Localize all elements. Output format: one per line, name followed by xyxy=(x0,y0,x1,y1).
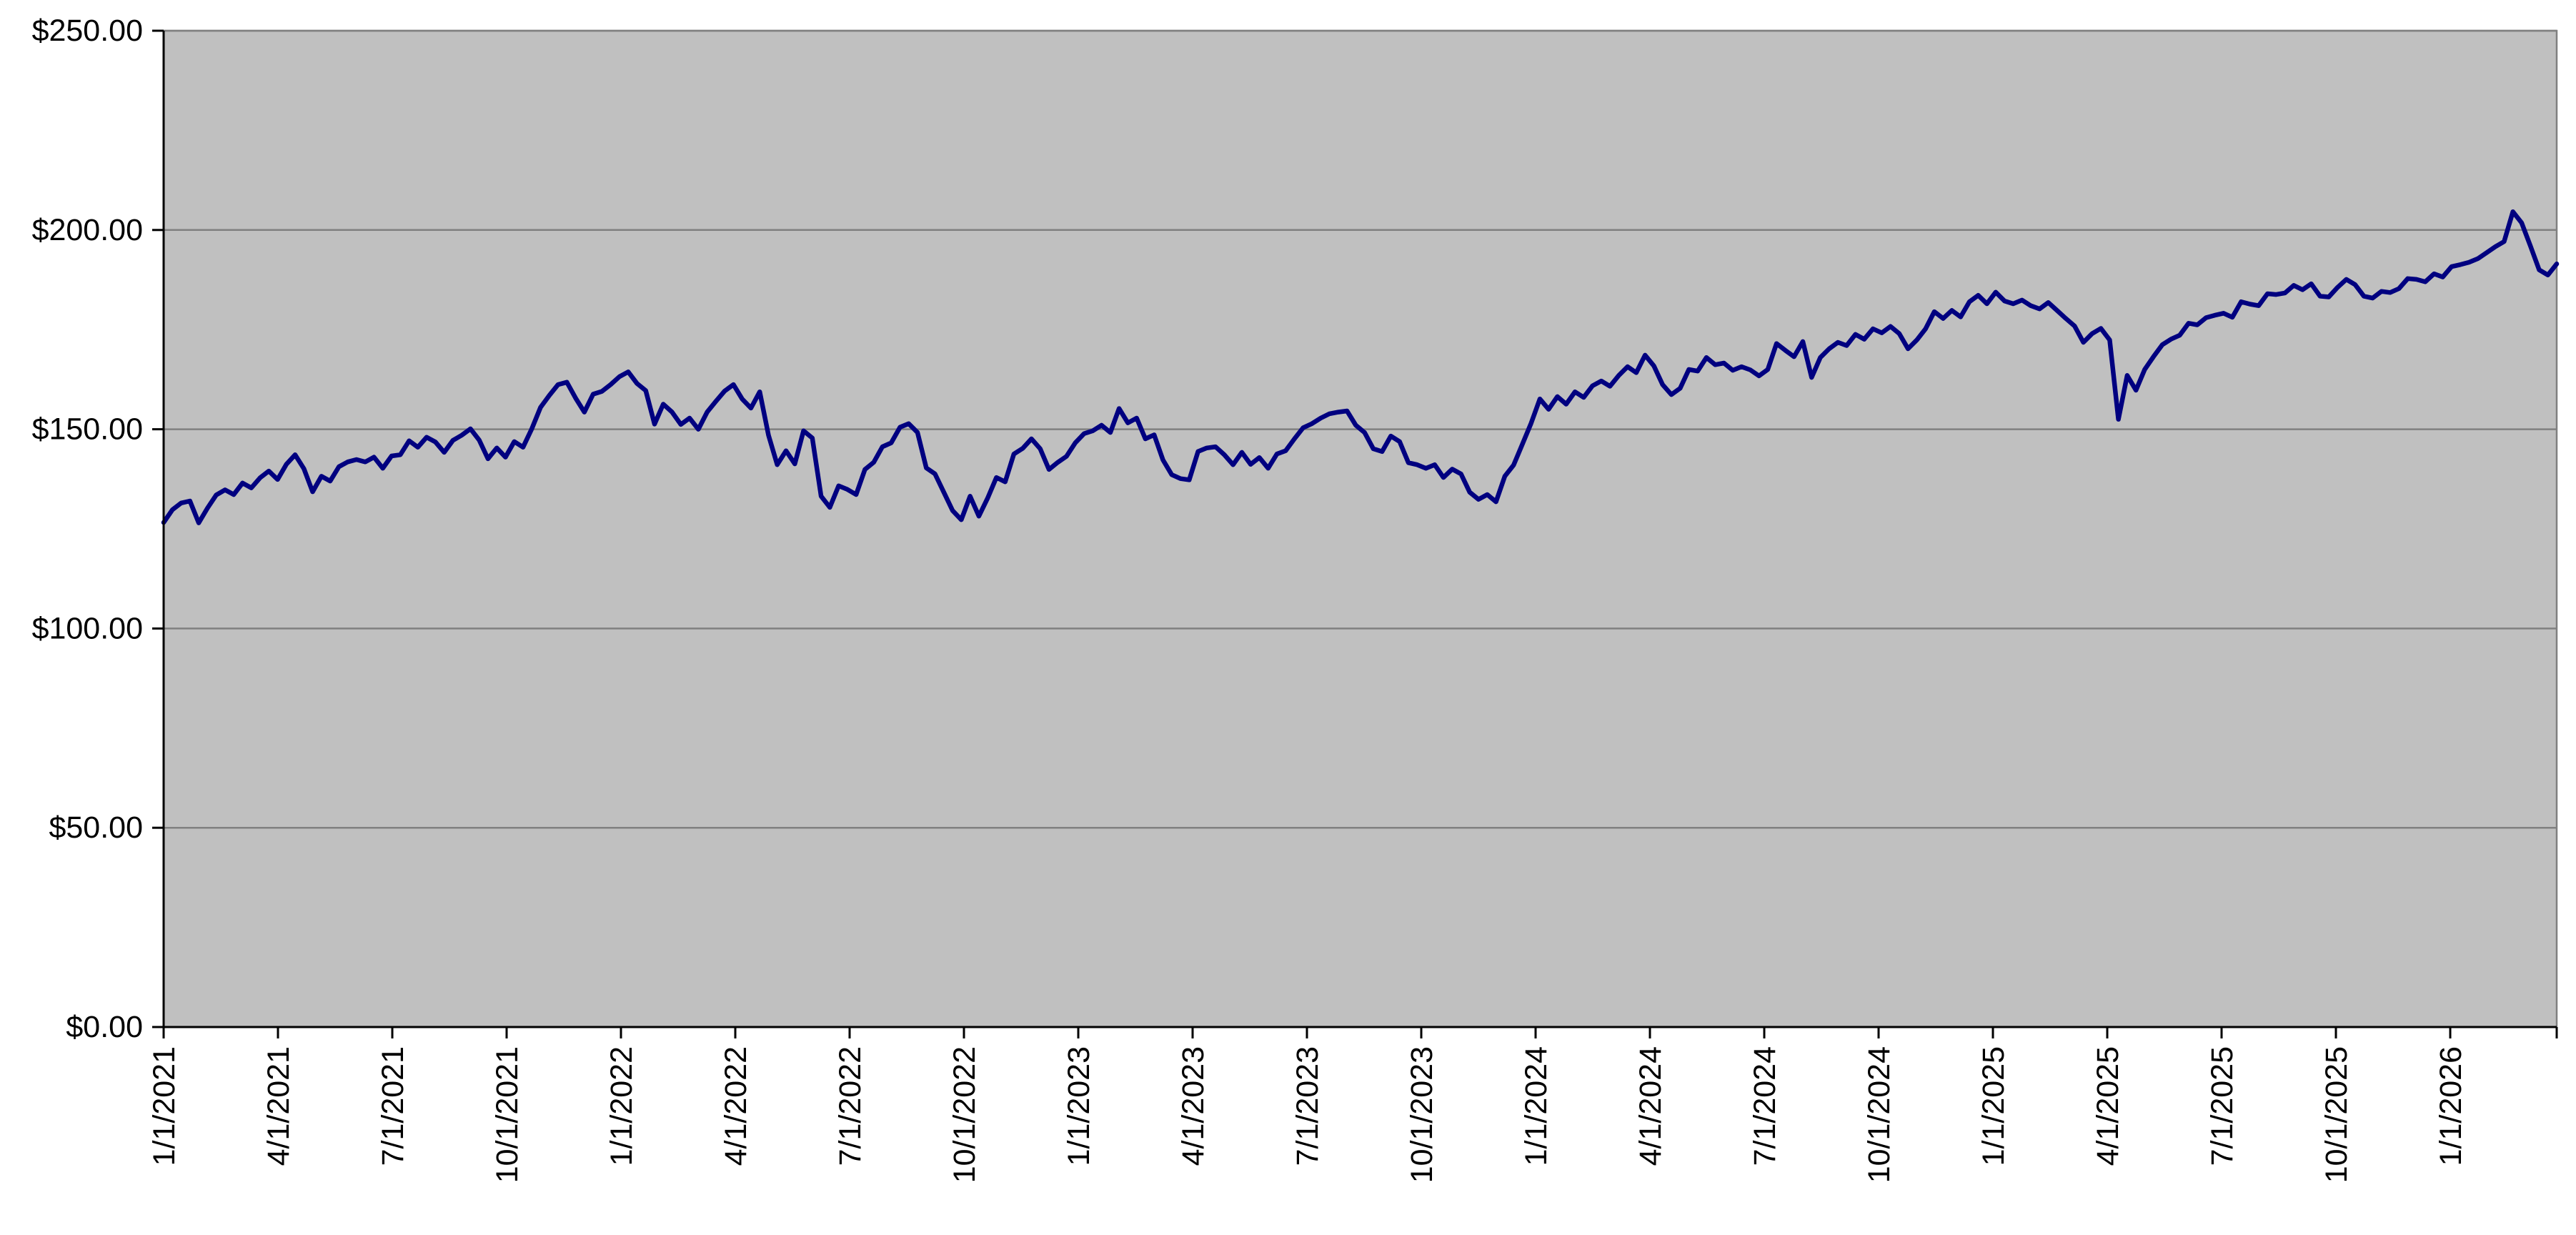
x-axis-label: 1/1/2021 xyxy=(147,1046,181,1166)
x-axis-label: 1/1/2023 xyxy=(1062,1046,1096,1166)
x-axis-label: 7/1/2022 xyxy=(833,1046,867,1166)
x-axis-label: 4/1/2025 xyxy=(2091,1046,2125,1166)
x-axis-label: 1/1/2024 xyxy=(1519,1046,1553,1166)
plot-area xyxy=(162,29,2558,1028)
x-axis-label: 1/1/2025 xyxy=(1976,1046,2011,1166)
x-axis-label: 4/1/2024 xyxy=(1633,1046,1668,1166)
x-axis-label: 7/1/2021 xyxy=(376,1046,410,1166)
x-axis-label: 10/1/2021 xyxy=(490,1046,524,1183)
x-axis-label: 7/1/2023 xyxy=(1291,1046,1325,1166)
x-axis-label: 4/1/2022 xyxy=(719,1046,753,1166)
y-axis-label: $0.00 xyxy=(66,1010,143,1044)
x-axis-label: 10/1/2023 xyxy=(1405,1046,1439,1183)
x-axis-label: 1/1/2022 xyxy=(605,1046,639,1166)
price-line xyxy=(161,209,2560,525)
y-axis-label: $50.00 xyxy=(49,810,143,845)
x-axis-label: 10/1/2025 xyxy=(2319,1046,2354,1183)
x-axis-label: 7/1/2024 xyxy=(1748,1046,1782,1166)
x-axis-label: 1/1/2026 xyxy=(2434,1046,2468,1166)
x-axis-label: 4/1/2021 xyxy=(262,1046,296,1166)
y-axis-label: $100.00 xyxy=(32,611,143,645)
x-axis-label: 10/1/2024 xyxy=(1862,1046,1896,1183)
y-axis-label: $200.00 xyxy=(32,213,143,247)
x-axis-label: 4/1/2023 xyxy=(1176,1046,1210,1166)
x-axis-label: 7/1/2025 xyxy=(2205,1046,2239,1166)
x-axis-label: 10/1/2022 xyxy=(948,1046,982,1183)
y-axis-label: $150.00 xyxy=(32,412,143,447)
y-axis-label: $250.00 xyxy=(32,14,143,48)
